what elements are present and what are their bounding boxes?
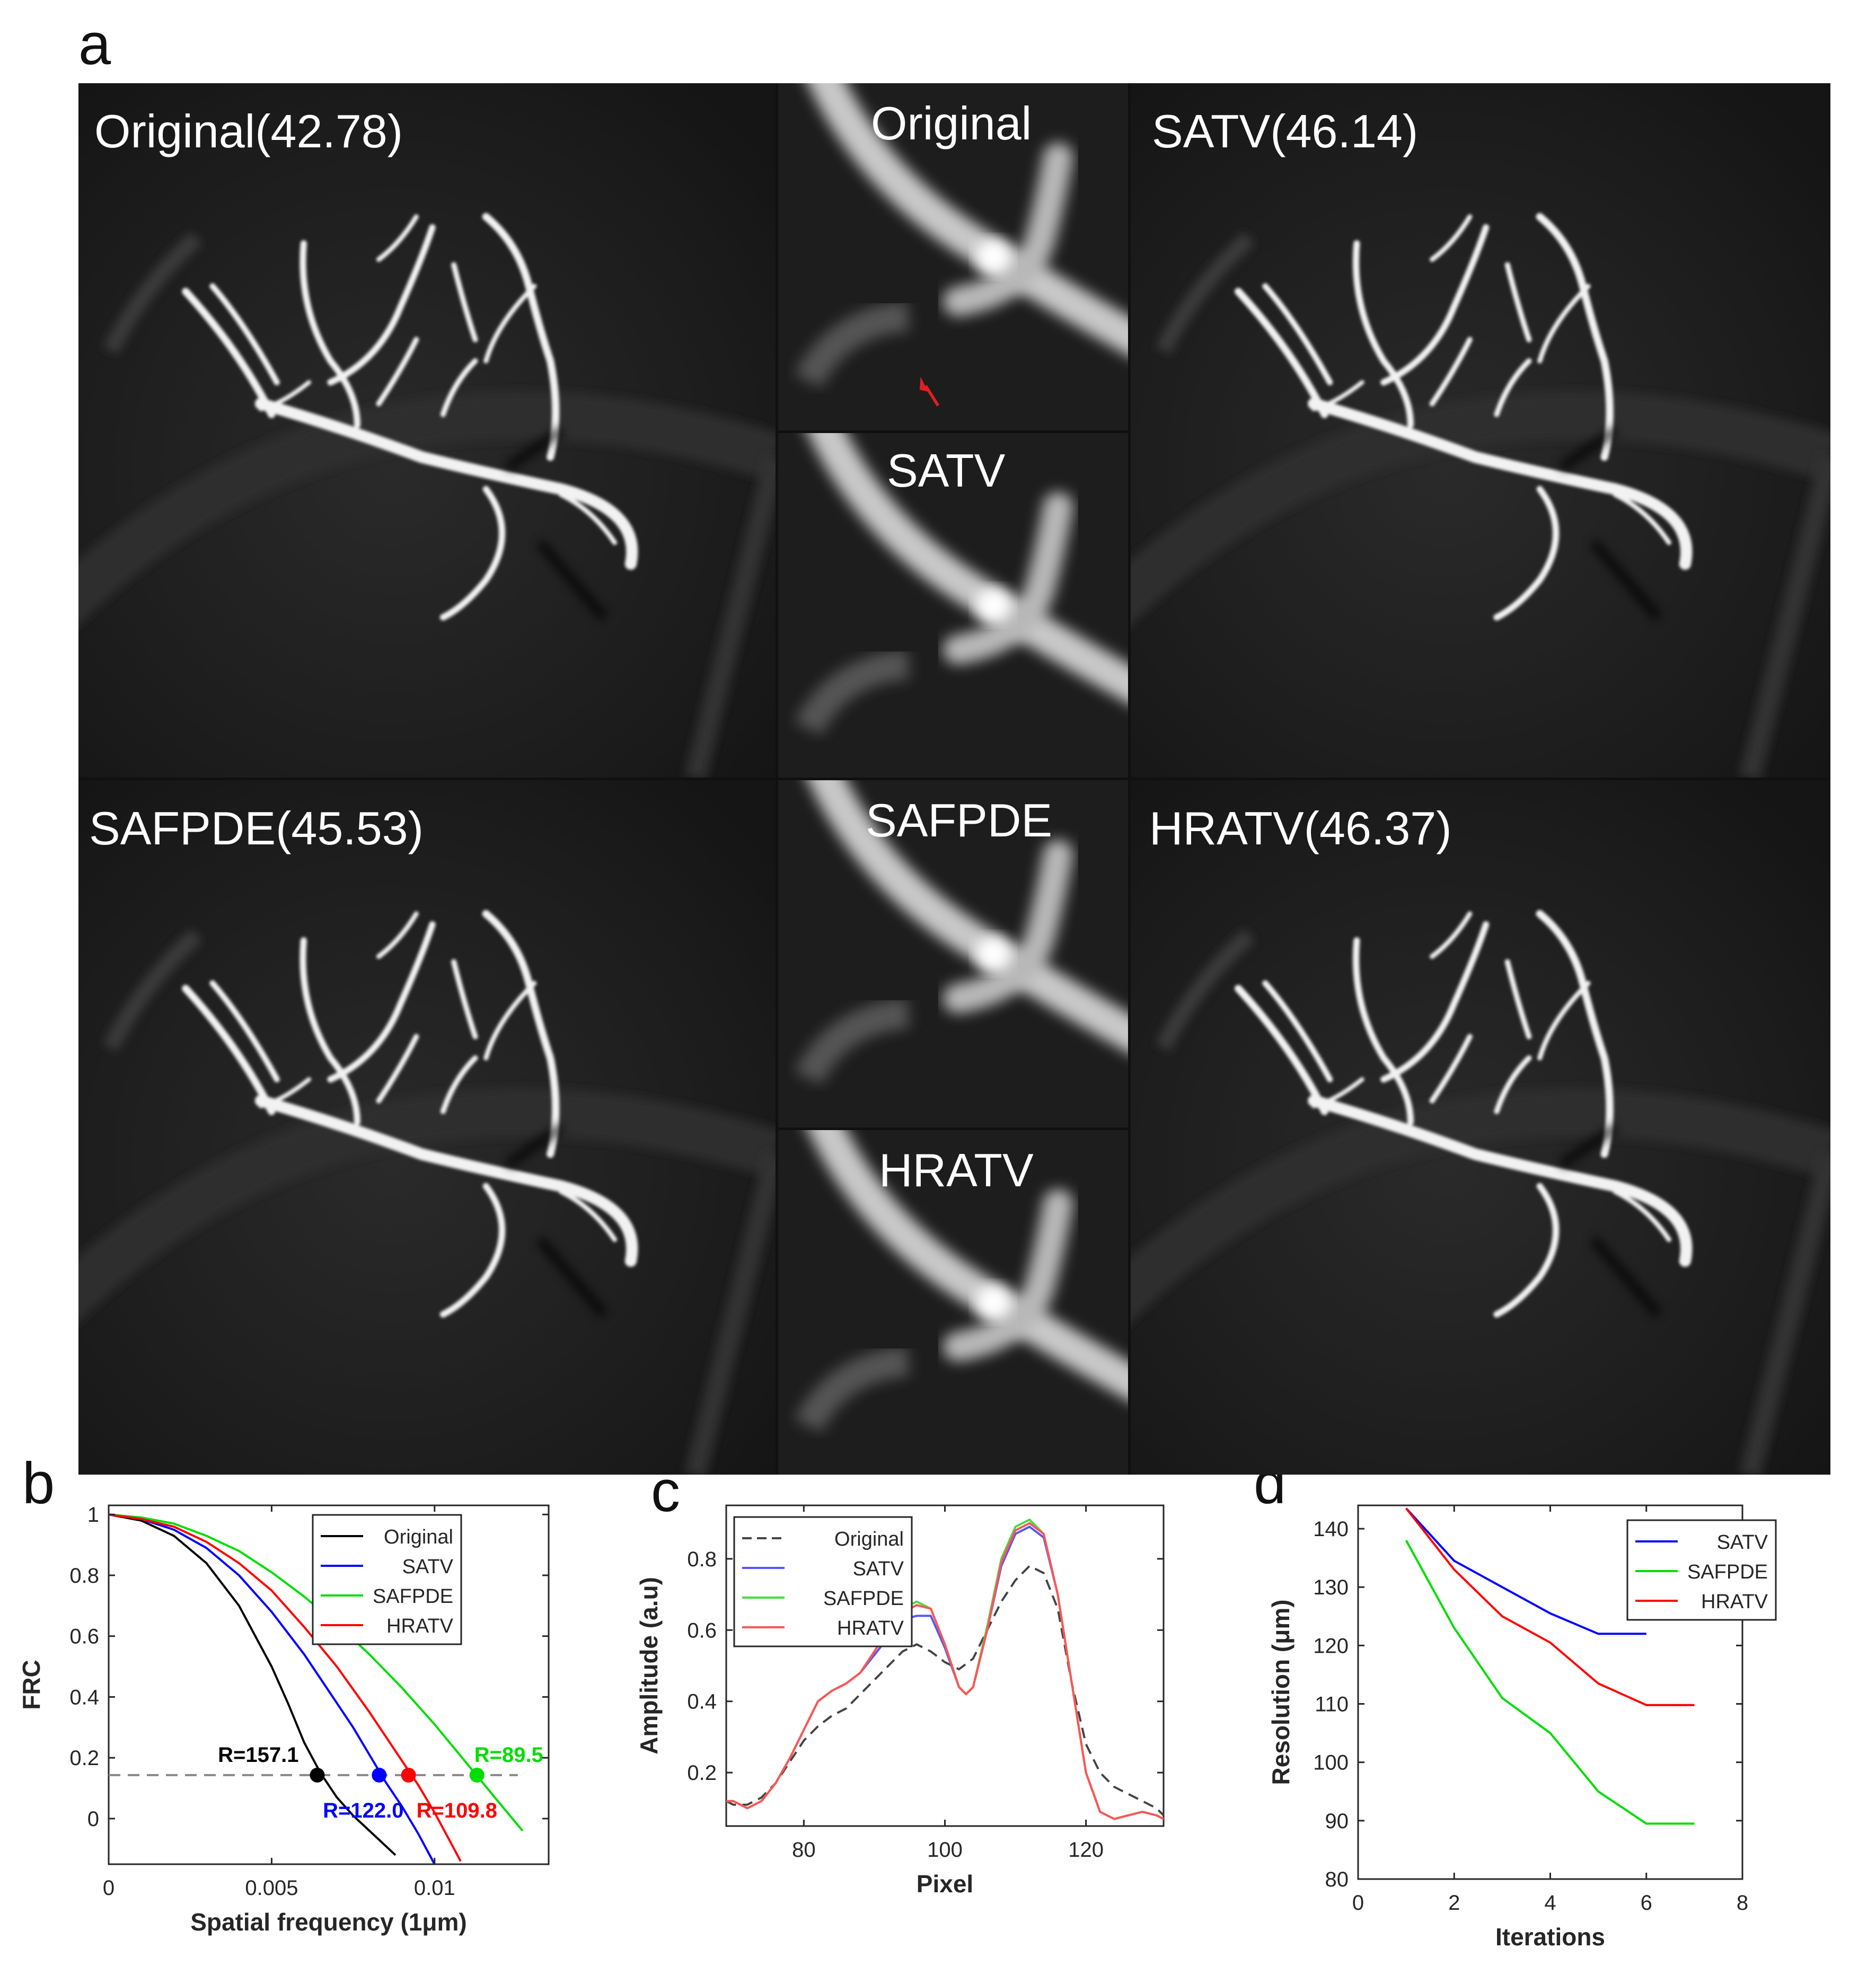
x-tick-label: 0 [103,1876,115,1900]
image-label-satv: SATV(46.14) [1152,105,1419,157]
image-mosaic: Original(42.78) Original SATV(46.14) SAT… [78,83,1830,1475]
series-line-original [108,1513,397,1856]
x-tick-label: 0 [1352,1891,1364,1915]
zoom-label-safpde: SAFPDE [866,794,1053,847]
legend-label: SAFPDE [373,1585,453,1608]
zoom-label-original: Original [871,97,1032,149]
legend-label: HRATV [386,1615,454,1637]
x-axis-label: Iterations [1495,1923,1605,1951]
x-axis-label: Pixel [917,1870,973,1898]
zoom-hratv: HRATV [778,1130,1128,1475]
y-axis-label: Amplitude (a.u) [635,1577,663,1754]
image-label-hratv: HRATV(46.37) [1149,802,1452,854]
series-line-hratv [1405,1507,1695,1706]
image-hratv: HRATV(46.37) [1131,780,1830,1475]
series-line-safpde [1405,1540,1695,1825]
image-safpde: SAFPDE(45.53) [78,780,776,1475]
series-line-hratv [726,1522,1164,1820]
legend-label: SAFPDE [1687,1561,1768,1583]
legend-label: SATV [1717,1531,1768,1554]
y-tick-label: 1 [87,1503,99,1527]
image-satv: SATV(46.14) [1131,83,1830,778]
zoom-label-satv: SATV [887,444,1006,497]
marker-label: R=122.0 [323,1799,403,1822]
legend-label: SATV [853,1558,904,1580]
y-tick-label: 0.8 [687,1548,717,1571]
zoom-original: Original [778,83,1128,430]
series-line-original [726,1565,1165,1817]
series-line-hratv [108,1513,462,1862]
y-tick-label: 90 [1325,1810,1349,1833]
legend-label: HRATV [837,1617,904,1639]
zoom-label-hratv: HRATV [879,1144,1034,1196]
chart-c-amplitude: 80 100 120 0.2 0.4 0.6 0.8 Pixel Amplitude (a.u)… [635,1484,1246,1975]
y-tick-label: 140 [1313,1518,1349,1541]
y-tick-label: 0.2 [69,1747,99,1770]
chart-c-svg: 80 100 120 0.2 0.4 0.6 0.8 Pixel Amplitude (a.u)… [635,1504,1165,1898]
legend-label: SATV [402,1556,454,1578]
panel-label-a: a [78,12,111,77]
marker-label: R=109.8 [417,1799,497,1822]
x-axis-label: Spatial frequency (1μm) [190,1908,467,1936]
chart-d-svg: 0 2 4 6 8 80 90 100 110 120 130 140 Iterations Resolu… [1267,1504,1777,1951]
zoom-safpde: SAFPDE [778,780,1128,1127]
x-tick-label: 4 [1544,1891,1556,1915]
series-line-satv [108,1513,436,1865]
series-line-satv [1405,1507,1646,1635]
chart-d-resolution: 0 2 4 6 8 80 90 100 110 120 130 140 Iterations Resolu… [1246,1484,1876,1975]
y-tick-label: 100 [1313,1751,1349,1775]
y-tick-label: 0.4 [69,1686,99,1709]
legend-label: HRATV [1701,1591,1768,1613]
y-axis-label: Resolution (μm) [1267,1599,1294,1785]
legend-label: SAFPDE [823,1588,904,1610]
legend-label: Original [834,1528,904,1550]
red-arrow-icon [919,376,940,407]
y-tick-label: 0.8 [69,1564,99,1588]
image-label-original: Original(42.78) [94,105,403,157]
chart-b-svg: R=157.1 R=122.0 R=109.8 R=89.5 0 0.005 0.01 0 0.… [17,1503,550,1936]
marker-point [469,1767,485,1783]
x-tick-label: 0.005 [245,1876,298,1900]
marker-label: R=89.5 [474,1743,543,1767]
y-tick-label: 80 [1325,1868,1349,1891]
y-tick-label: 0.4 [687,1690,717,1714]
y-tick-label: 0.2 [687,1761,717,1785]
y-tick-label: 0.6 [687,1619,717,1642]
marker-point [401,1767,416,1783]
y-tick-label: 130 [1313,1576,1349,1599]
x-tick-label: 2 [1448,1891,1460,1915]
x-tick-label: 0.01 [414,1876,455,1900]
image-label-safpde: SAFPDE(45.53) [89,802,424,854]
y-tick-label: 0 [87,1808,99,1831]
chart-b-frc: R=157.1 R=122.0 R=109.8 R=89.5 0 0.005 0.01 0 0.… [0,1484,636,1975]
marker-point [310,1767,325,1783]
x-tick-label: 100 [927,1838,963,1862]
y-axis-label: FRC [17,1660,45,1710]
legend-label: Original [384,1526,453,1548]
x-tick-label: 8 [1737,1891,1748,1915]
y-tick-label: 120 [1313,1634,1349,1657]
x-tick-label: 6 [1641,1891,1652,1915]
y-tick-label: 110 [1315,1693,1349,1716]
marker-label: R=157.1 [218,1743,298,1767]
marker-point [372,1767,387,1783]
panel-label-b: b [22,1451,55,1516]
y-tick-label: 0.6 [69,1625,99,1648]
x-tick-label: 80 [792,1838,816,1862]
zoom-satv: SATV [778,433,1128,778]
image-original: Original(42.78) [78,83,776,778]
x-tick-label: 120 [1068,1838,1104,1862]
